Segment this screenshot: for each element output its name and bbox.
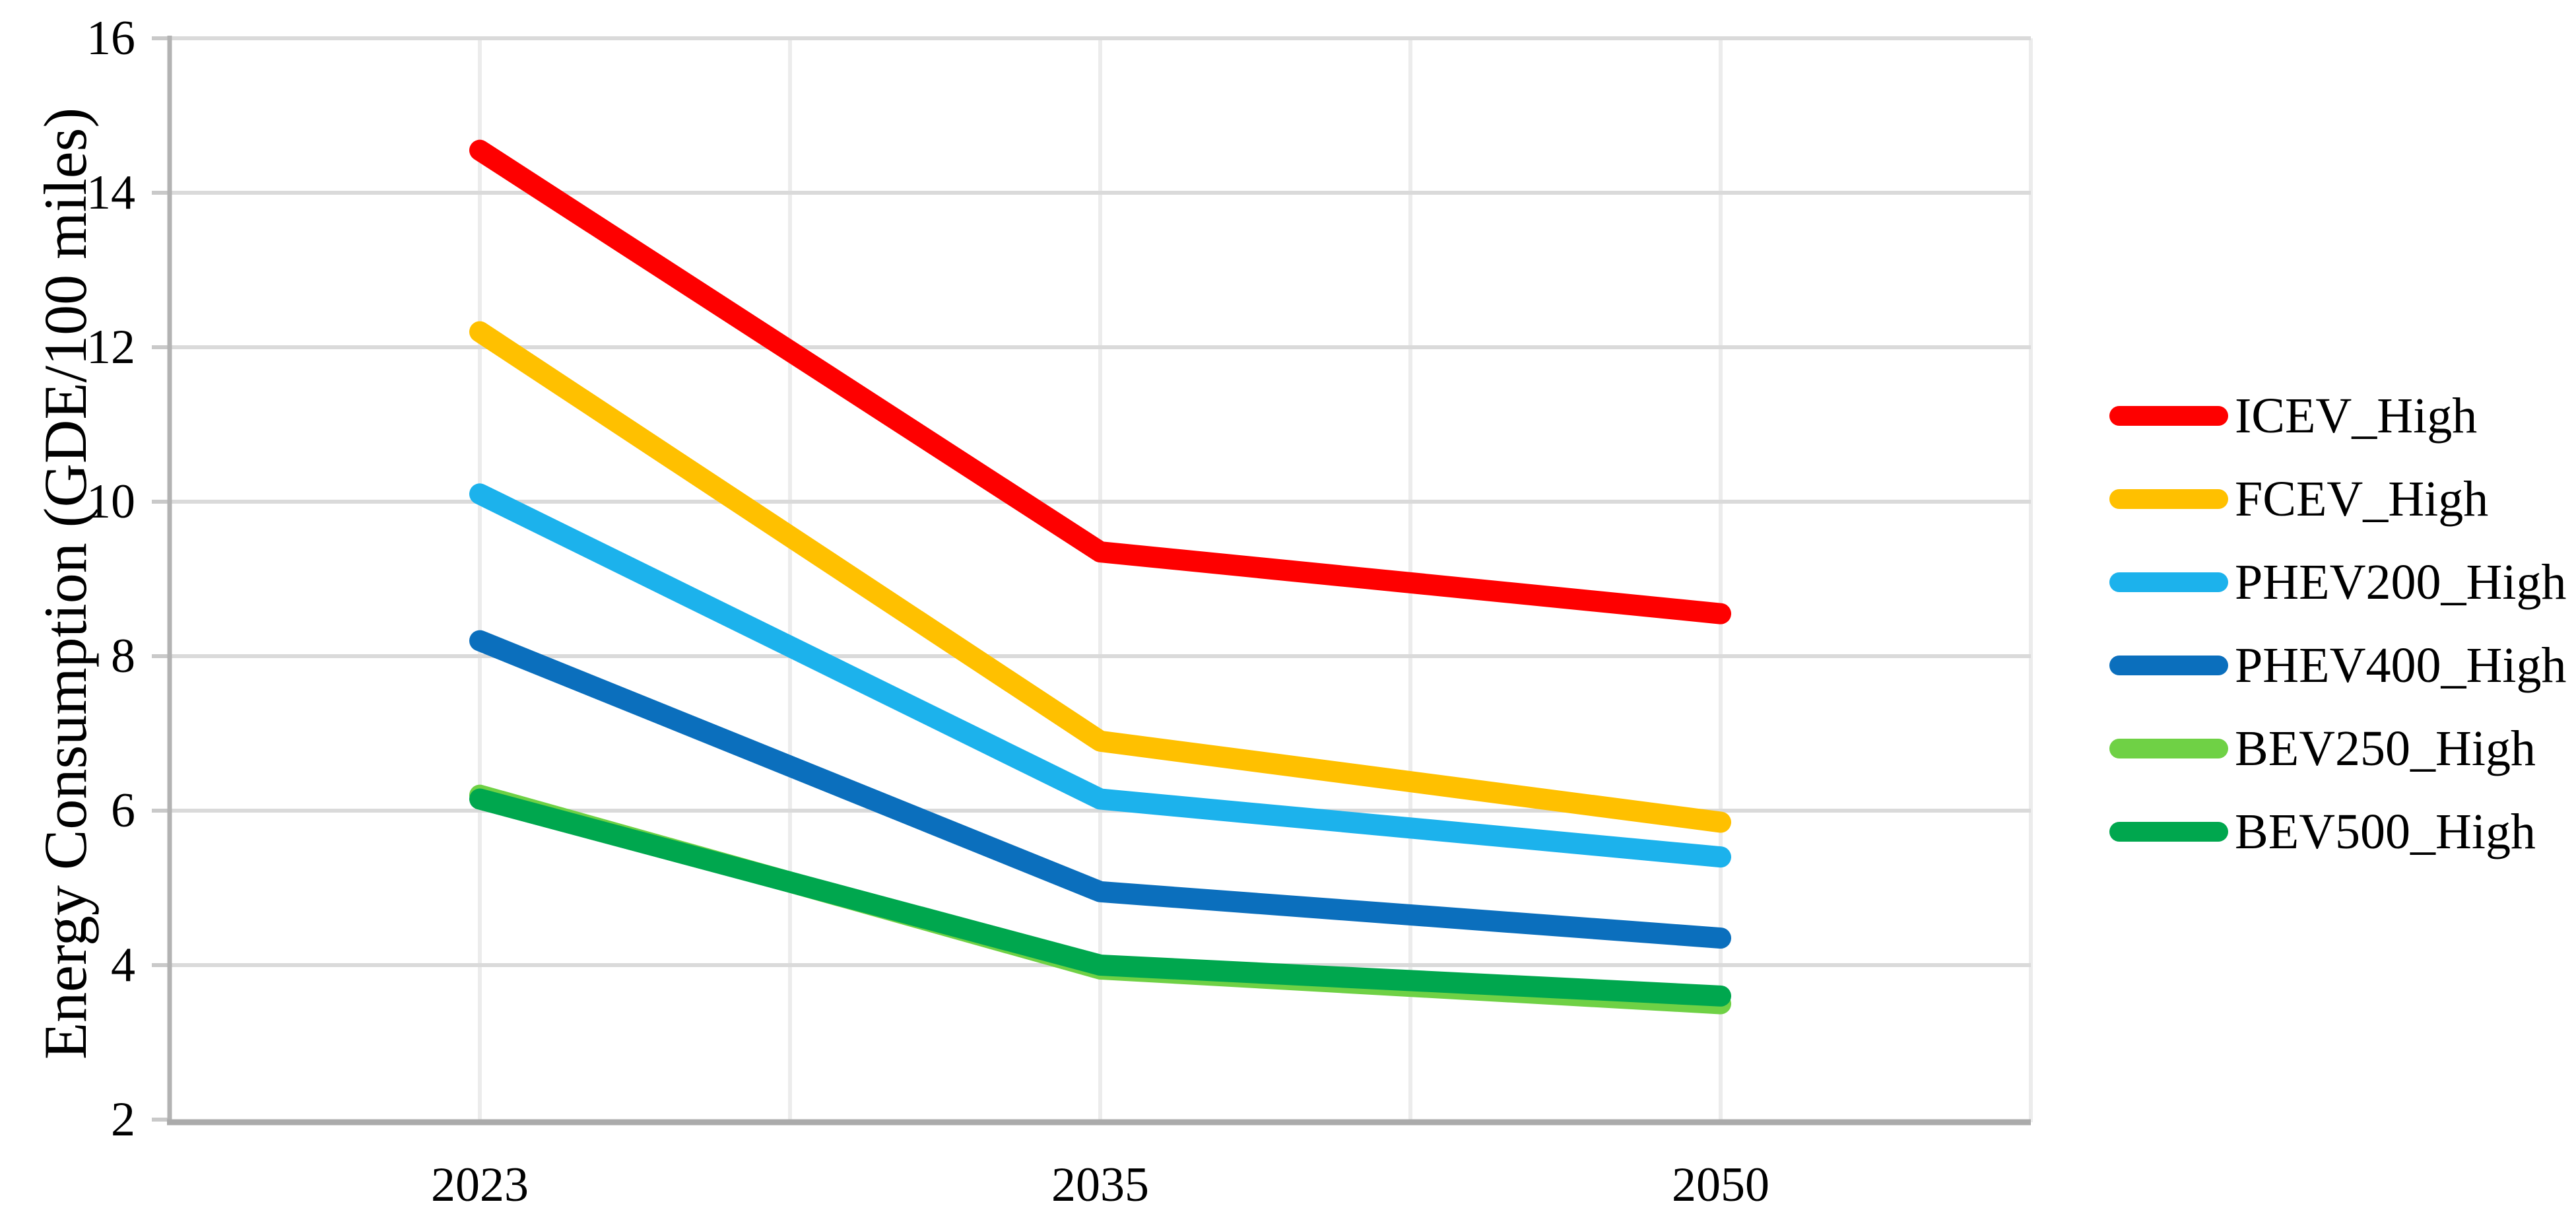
series-line-FCEV_High	[469, 321, 1731, 833]
legend-label: FCEV_High	[2235, 471, 2489, 527]
legend-label: ICEV_High	[2235, 388, 2478, 444]
x-tick-label: 2035	[1051, 1158, 1149, 1212]
legend-item-ICEV_High: ICEV_High	[2109, 374, 2477, 457]
y-tick-label: 2	[111, 1093, 135, 1147]
legend-label: PHEV200_High	[2235, 555, 2567, 610]
series-line-PHEV200_High	[469, 483, 1731, 868]
series-line-ICEV_High	[469, 139, 1731, 624]
legend-label: BEV500_High	[2235, 804, 2536, 859]
legend-item-BEV500_High: BEV500_High	[2109, 790, 2536, 873]
y-tick-label: 16	[86, 11, 135, 65]
legend-item-PHEV200_High: PHEV200_High	[2109, 541, 2566, 624]
legend-item-PHEV400_High: PHEV400_High	[2109, 624, 2566, 707]
legend-swatch-icon	[2109, 489, 2228, 509]
series-line-PHEV400_High	[469, 630, 1731, 949]
legend-label: PHEV400_High	[2235, 638, 2567, 693]
legend-swatch-icon	[2109, 572, 2228, 592]
y-tick-label: 14	[86, 166, 135, 220]
series-line-BEV500_High	[469, 788, 1731, 1007]
legend-swatch-icon	[2109, 822, 2228, 842]
legend-swatch-icon	[2109, 656, 2228, 675]
legend-label: BEV250_High	[2235, 721, 2536, 776]
legend-swatch-icon	[2109, 406, 2228, 426]
y-tick-label: 12	[86, 320, 135, 374]
y-tick-label: 8	[111, 629, 135, 683]
x-tick-label: 2050	[1672, 1158, 1769, 1212]
y-tick-label: 10	[86, 475, 135, 529]
legend-item-FCEV_High: FCEV_High	[2109, 457, 2488, 541]
y-tick-label: 6	[111, 784, 135, 838]
x-tick-label: 2023	[431, 1158, 529, 1212]
y-tick-label: 4	[111, 938, 135, 992]
legend-swatch-icon	[2109, 739, 2228, 758]
legend-item-BEV250_High: BEV250_High	[2109, 707, 2536, 790]
